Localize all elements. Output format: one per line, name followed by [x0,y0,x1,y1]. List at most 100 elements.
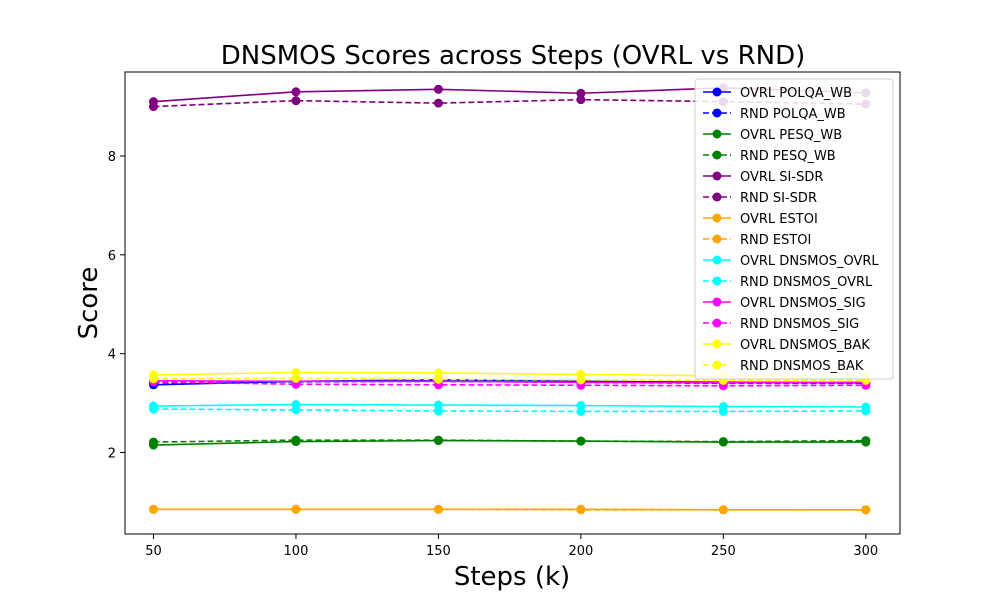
data-point [433,98,443,108]
legend-marker [712,150,722,160]
data-point [576,505,586,515]
legend-label: RND ESTOI [740,233,811,248]
legend-label: OVRL POLQA_WB [740,86,852,101]
legend-marker [712,234,722,244]
legend-label: OVRL DNSMOS_OVRL [740,254,879,269]
data-point [433,504,443,514]
legend-item: OVRL POLQA_WB [703,86,852,101]
legend-marker [712,360,722,370]
data-point [148,102,158,112]
legend-item: OVRL DNSMOS_OVRL [703,254,879,269]
legend: OVRL POLQA_WB RND POLQA_WB OVRL PESQ_WB RND… [694,78,894,380]
legend-label: OVRL DNSMOS_BAK [740,338,870,353]
series-line [153,377,866,382]
legend-marker [712,192,722,202]
x-axis-label: Steps (k) [454,562,570,592]
legend-item: RND SI-SDR [703,191,817,206]
legend-item: OVRL PESQ_WB [703,128,842,143]
legend-item: OVRL DNSMOS_SIG [703,296,866,311]
series-line [153,403,866,408]
series-line [153,439,866,443]
legend-item: OVRL SI-SDR [703,170,823,185]
series-rnd-dnsmos-ovrl [148,404,871,416]
legend-label: RND POLQA_WB [740,107,846,122]
legend-marker [712,297,722,307]
data-point [576,375,586,385]
series-line [153,98,866,108]
legend-item: RND DNSMOS_BAK [703,359,864,374]
y-tick-label: 8 [108,150,116,165]
chart-title: DNSMOS Scores across Steps (OVRL vs RND) [221,41,806,71]
series-line [153,380,866,384]
legend-label: RND SI-SDR [740,191,817,206]
legend-box [694,78,894,380]
legend-item: OVRL DNSMOS_BAK [703,338,870,353]
data-point [148,437,158,447]
legend-label: OVRL ESTOI [740,212,818,227]
legend-label: RND DNSMOS_OVRL [740,275,873,290]
data-point [718,505,728,515]
legend-label: OVRL PESQ_WB [740,128,842,143]
legend-label: RND PESQ_WB [740,149,836,164]
data-point [148,404,158,414]
plot-frame [124,71,901,535]
series-line [153,408,866,413]
data-point [291,373,301,383]
data-point [291,87,301,97]
x-tick-label: 150 [426,544,451,559]
legend-marker [712,129,722,139]
data-point [148,504,158,514]
data-point [576,88,586,98]
series-ovrl-pesq-wb [148,436,871,450]
legend-item: RND DNSMOS_SIG [703,317,859,332]
data-point [861,406,871,416]
data-point [433,435,443,445]
data-point [291,405,301,415]
legend-item: RND ESTOI [703,233,811,248]
data-point [433,374,443,384]
legend-marker [712,255,722,265]
legend-label: OVRL SI-SDR [740,170,823,185]
data-point [861,505,871,515]
x-tick-label: 250 [711,544,736,559]
data-point [291,504,301,514]
x-tick-label: 100 [284,544,309,559]
y-tick-label: 2 [108,446,116,461]
legend-marker [712,276,722,286]
x-tick-label: 300 [853,544,878,559]
legend-item: RND PESQ_WB [703,149,836,164]
legend-label: OVRL DNSMOS_SIG [740,296,866,311]
data-point [433,84,443,94]
series-rnd-estoi [148,504,871,515]
data-point [576,436,586,446]
legend-marker [712,213,722,223]
x-tick-label: 50 [145,544,162,559]
data-point [861,436,871,446]
data-point [433,368,443,378]
legend-item: OVRL ESTOI [703,212,818,227]
data-point [148,374,158,384]
legend-marker [712,171,722,181]
data-point [576,95,586,105]
legend-item: RND POLQA_WB [703,107,846,122]
y-axis-label: Score [74,267,104,340]
series-rnd-pesq-wb [148,435,871,447]
series-rnd-dnsmos-bak [148,373,871,385]
data-point [576,406,586,416]
y-tick-label: 6 [108,249,116,264]
series-line [153,381,866,387]
data-point [433,406,443,416]
legend-item: RND DNSMOS_OVRL [703,275,873,290]
y-tick-label: 4 [108,348,116,363]
legend-label: RND DNSMOS_BAK [740,359,864,374]
legend-marker [712,87,722,97]
data-point [291,96,301,106]
data-point [291,435,301,445]
legend-marker [712,108,722,118]
data-point [718,437,728,447]
legend-marker [712,339,722,349]
x-tick-label: 200 [568,544,593,559]
data-point [718,406,728,416]
x-axis-ticks: 50 100 150 200 250 300 [145,534,878,559]
